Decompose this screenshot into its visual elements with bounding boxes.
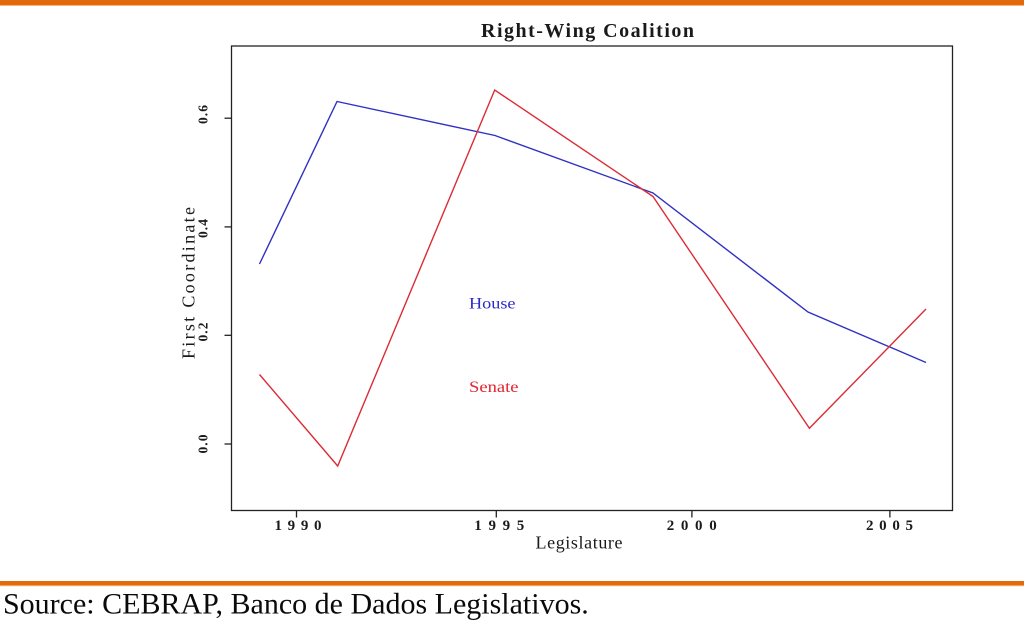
svg-text:1990: 1990 bbox=[275, 518, 322, 534]
svg-text:0.6: 0.6 bbox=[196, 105, 211, 124]
svg-text:Senate: Senate bbox=[469, 379, 519, 396]
svg-text:0.2: 0.2 bbox=[196, 322, 211, 341]
svg-text:Right-Wing Coalition: Right-Wing Coalition bbox=[481, 20, 694, 42]
svg-text:Legislature: Legislature bbox=[536, 533, 623, 553]
svg-text:2000: 2000 bbox=[667, 518, 717, 534]
svg-text:2005: 2005 bbox=[866, 518, 913, 534]
svg-text:House: House bbox=[469, 295, 516, 312]
svg-text:1995: 1995 bbox=[474, 518, 524, 534]
svg-text:0.0: 0.0 bbox=[196, 434, 211, 453]
svg-text:First Coordinate: First Coordinate bbox=[179, 207, 199, 359]
svg-text:Source: CEBRAP, Banco de Dados: Source: CEBRAP, Banco de Dados Legislati… bbox=[3, 588, 589, 620]
svg-text:0.4: 0.4 bbox=[196, 219, 211, 238]
